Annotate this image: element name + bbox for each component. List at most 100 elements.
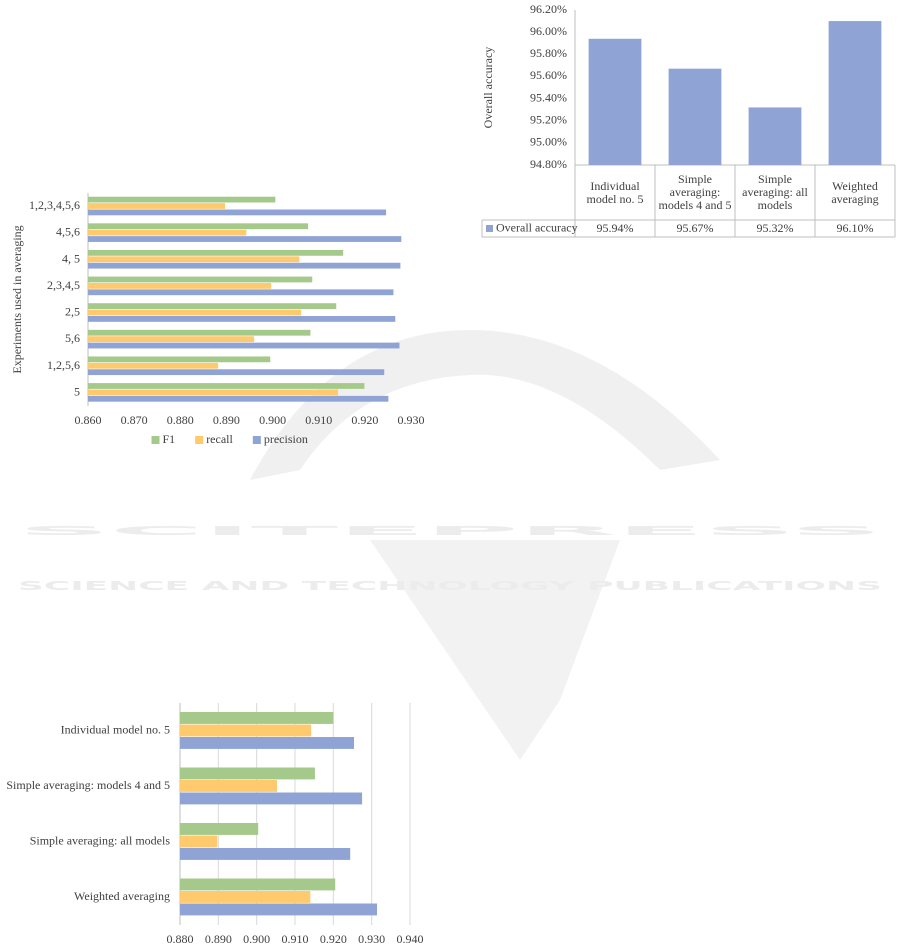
bar <box>88 369 385 376</box>
bar <box>180 780 277 792</box>
table-value: 95.67% <box>676 221 714 235</box>
bar <box>88 329 311 336</box>
y-tick-label: 95.20% <box>530 112 567 126</box>
bar <box>88 303 337 310</box>
table-header: Individual model no. 5 <box>586 178 644 206</box>
watermark-shape <box>370 540 620 760</box>
x-tick-label: 0.870 <box>121 413 148 427</box>
x-tick-label: 0.920 <box>351 413 378 427</box>
x-tick-label: 0.930 <box>358 932 385 946</box>
table-header: Weighted averaging <box>831 178 879 206</box>
bar <box>88 316 396 322</box>
bar <box>180 891 311 903</box>
bar <box>88 236 402 242</box>
bar <box>668 68 722 165</box>
watermark-title: SCITEPRESS <box>18 524 882 538</box>
bar <box>88 362 219 369</box>
bar <box>88 389 339 396</box>
bar <box>88 289 394 296</box>
y-tick-label: 4, 5 <box>62 251 80 265</box>
legend-swatch <box>486 225 493 232</box>
bar <box>88 282 272 289</box>
bar <box>88 309 302 316</box>
legend-swatch <box>151 436 160 444</box>
y-tick-label: 5,6 <box>65 331 80 345</box>
bar <box>88 256 300 263</box>
y-tick-label: 95.80% <box>530 46 567 60</box>
table-value: 96.10% <box>836 221 874 235</box>
bar <box>88 262 401 269</box>
y-tick-label: 5 <box>74 384 80 398</box>
x-tick-label: 0.890 <box>213 413 240 427</box>
x-tick-label: 0.900 <box>243 932 270 946</box>
bar <box>588 38 642 165</box>
bar <box>88 336 255 343</box>
bar <box>180 848 351 860</box>
x-tick-label: 0.880 <box>167 413 194 427</box>
table-header: Simple averaging: all models <box>742 172 808 212</box>
table-value: 95.94% <box>596 221 634 235</box>
bar <box>180 878 336 891</box>
y-tick-label: 95.60% <box>530 68 567 82</box>
x-tick-label: 0.940 <box>397 932 424 946</box>
bar <box>180 792 363 805</box>
bar <box>88 196 276 203</box>
y-tick-label: 95.40% <box>530 90 567 104</box>
y-tick-label: Simple averaging: models 4 and 5 <box>6 778 170 792</box>
watermark-subtitle: SCIENCE AND TECHNOLOGY PUBLICATIONS <box>18 579 882 593</box>
bar <box>88 395 389 402</box>
y-tick-label: Individual model no. 5 <box>61 723 170 737</box>
bar <box>180 823 259 835</box>
legend-label: Overall accuracy <box>496 220 578 234</box>
y-tick-label: 94.80% <box>530 157 567 171</box>
y-axis-title: Overall accuracy <box>481 47 495 129</box>
watermark-swirl <box>250 330 720 480</box>
x-tick-label: 0.930 <box>398 413 425 427</box>
bar <box>180 737 355 749</box>
bar <box>88 229 247 236</box>
bar <box>88 342 400 349</box>
legend-label: precision <box>264 432 308 446</box>
legend-swatch <box>195 436 204 444</box>
bar <box>88 203 226 209</box>
y-tick-label: 96.00% <box>530 24 567 38</box>
legend-label: recall <box>206 432 233 446</box>
bar <box>748 107 802 165</box>
bar <box>88 209 387 216</box>
x-tick-label: 0.860 <box>75 413 102 427</box>
y-tick-label: Weighted averaging <box>74 889 170 903</box>
y-tick-label: 1,2,5,6 <box>47 358 80 372</box>
y-tick-label: 1,2,3,4,5,6 <box>29 198 80 212</box>
y-axis-title: Experiments used in averaging <box>10 225 24 373</box>
bar <box>88 383 365 389</box>
bar <box>180 835 218 848</box>
y-tick-label: 95.00% <box>530 135 567 149</box>
y-tick-label: 4,5,6 <box>56 225 80 239</box>
x-tick-label: 0.910 <box>282 932 309 946</box>
bar <box>88 356 271 363</box>
bar <box>180 712 334 724</box>
y-tick-label: Simple averaging: all models <box>30 834 171 848</box>
x-tick-label: 0.880 <box>167 932 194 946</box>
x-tick-label: 0.910 <box>305 413 332 427</box>
table-value: 95.32% <box>756 221 794 235</box>
bar <box>828 21 882 166</box>
y-tick-label: 2,5 <box>65 305 80 319</box>
y-tick-label: 2,3,4,5 <box>47 278 80 292</box>
bar <box>88 249 344 256</box>
x-tick-label: 0.890 <box>205 932 232 946</box>
legend-label: F1 <box>163 432 176 446</box>
bar <box>180 767 315 780</box>
bar <box>180 724 312 737</box>
watermark: SCITEPRESS SCIENCE AND TECHNOLOGY PUBLIC… <box>18 330 882 760</box>
x-tick-label: 0.920 <box>320 932 347 946</box>
table-header: Simple averaging: models 4 and 5 <box>658 172 732 212</box>
legend-swatch <box>252 436 261 444</box>
bar <box>88 276 313 283</box>
bar <box>88 223 309 230</box>
bar <box>180 903 378 916</box>
x-tick-label: 0.900 <box>259 413 286 427</box>
y-tick-label: 96.20% <box>530 2 567 16</box>
